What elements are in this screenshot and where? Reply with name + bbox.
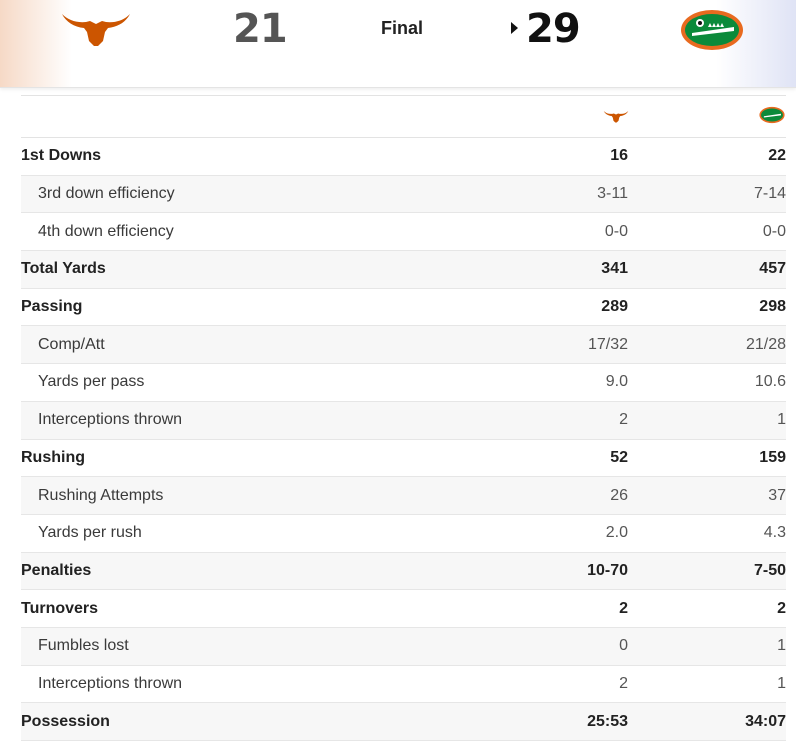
longhorn-logo-icon[interactable] [60,8,132,48]
away-stat-value: 0-0 [604,222,628,240]
home-stat-value: 7-50 [753,561,786,579]
away-stat-value: 289 [601,298,628,316]
home-stat-value: 22 [768,147,786,165]
stat-label: Passing [21,298,83,316]
stat-row: Yards per rush 2.0 4.3 [21,514,786,553]
home-stat-value: 0-0 [762,222,786,240]
stat-rows: 1st Downs 16 22 3rd down efficiency 3-11 7-14… [21,138,786,741]
away-stat-value: 52 [610,448,628,466]
away-stat-value: 2 [619,411,628,429]
stat-row: Penalties 10-70 7-50 [21,552,786,591]
stat-label: Fumbles lost [38,637,129,655]
stat-row: Interceptions thrown 2 1 [21,665,786,704]
stat-row: Fumbles lost 0 1 [21,627,786,666]
stat-label: Rushing Attempts [38,486,164,504]
home-stat-value: 21/28 [745,335,786,353]
away-stat-value: 0 [619,637,628,655]
home-stat-value: 298 [759,298,786,316]
stat-label: 3rd down efficiency [38,185,175,203]
home-stat-value: 37 [768,486,786,504]
stat-label: Rushing [21,448,85,466]
home-score: 29 [526,6,581,52]
stat-row: 1st Downs 16 22 [21,138,786,176]
away-score: 21 [233,6,288,52]
game-status: Final [380,18,423,38]
stat-row: 4th down efficiency 0-0 0-0 [21,213,786,252]
home-stat-value: 34:07 [745,712,786,730]
scoreboard-header: 21 Final 29 [0,0,796,88]
away-stat-value: 2 [619,599,628,617]
stat-row: Passing 289 298 [21,288,786,327]
away-stat-value: 16 [610,147,628,165]
stat-label: Total Yards [21,260,106,278]
stat-label: Interceptions thrown [38,674,183,692]
home-stat-value: 457 [759,260,786,278]
away-stat-value: 26 [610,486,628,504]
stat-label: Possession [21,712,110,730]
home-stat-value: 4.3 [763,524,786,542]
gator-logo-icon[interactable] [680,8,744,52]
stat-row: Rushing Attempts 26 37 [21,477,786,515]
stat-row: 3rd down efficiency 3-11 7-14 [21,175,786,214]
gator-mini-icon [759,106,785,124]
stat-row: Yards per pass 9.0 10.6 [21,364,786,402]
away-stat-value: 2 [619,674,628,692]
away-stat-value: 2.0 [605,524,628,542]
stat-row: Rushing 52 159 [21,439,786,478]
away-stat-value: 9.0 [605,373,628,391]
stat-label: Comp/Att [38,335,105,353]
stat-label: Penalties [21,561,92,579]
longhorn-mini-icon [603,110,629,123]
stat-row: Comp/Att 17/32 21/28 [21,326,786,365]
home-stat-value: 2 [777,599,786,617]
winner-arrow-icon [511,22,518,34]
stat-row: Possession 25:53 34:07 [21,703,786,741]
home-stat-value: 7-14 [753,185,786,203]
stat-row: Turnovers 2 2 [21,590,786,628]
team-logo-header-row [21,96,786,138]
stat-row: Interceptions thrown 2 1 [21,401,786,440]
away-stat-value: 3-11 [597,185,628,203]
home-stat-value: 159 [759,448,786,466]
home-stat-value: 1 [777,411,786,429]
stat-label: 1st Downs [21,147,102,165]
stat-label: Yards per pass [38,373,145,391]
away-stat-value: 17/32 [587,335,628,353]
stat-label: Interceptions thrown [38,411,183,429]
home-stat-value: 1 [777,637,786,655]
divider [21,95,786,96]
team-stats-table: 1st Downs 16 22 3rd down efficiency 3-11 7-14… [21,95,786,741]
stat-label: Yards per rush [38,524,142,542]
home-stat-value: 1 [777,674,786,692]
away-stat-value: 25:53 [587,712,628,730]
away-stat-value: 341 [601,260,628,278]
stat-label: Turnovers [21,599,99,617]
stat-row: Total Yards 341 457 [21,251,786,289]
away-stat-value: 10-70 [587,561,628,579]
stat-label: 4th down efficiency [38,222,174,240]
home-stat-value: 10.6 [754,373,786,391]
